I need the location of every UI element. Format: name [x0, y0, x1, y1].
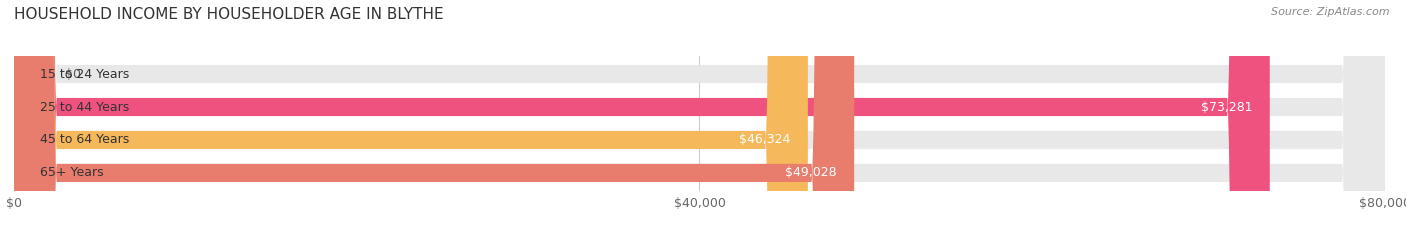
FancyBboxPatch shape — [14, 0, 1385, 233]
Text: Source: ZipAtlas.com: Source: ZipAtlas.com — [1271, 7, 1389, 17]
Text: $73,281: $73,281 — [1201, 100, 1253, 113]
Text: $49,028: $49,028 — [786, 166, 837, 179]
Text: $46,324: $46,324 — [740, 134, 790, 147]
FancyBboxPatch shape — [14, 0, 1385, 233]
FancyBboxPatch shape — [14, 0, 808, 233]
FancyBboxPatch shape — [14, 0, 1270, 233]
Text: HOUSEHOLD INCOME BY HOUSEHOLDER AGE IN BLYTHE: HOUSEHOLD INCOME BY HOUSEHOLDER AGE IN B… — [14, 7, 444, 22]
Text: 15 to 24 Years: 15 to 24 Years — [39, 68, 129, 81]
FancyBboxPatch shape — [14, 0, 855, 233]
Text: 65+ Years: 65+ Years — [39, 166, 104, 179]
FancyBboxPatch shape — [14, 0, 1385, 233]
FancyBboxPatch shape — [14, 0, 1385, 233]
Text: $0: $0 — [66, 68, 82, 81]
Text: 25 to 44 Years: 25 to 44 Years — [39, 100, 129, 113]
Text: 45 to 64 Years: 45 to 64 Years — [39, 134, 129, 147]
